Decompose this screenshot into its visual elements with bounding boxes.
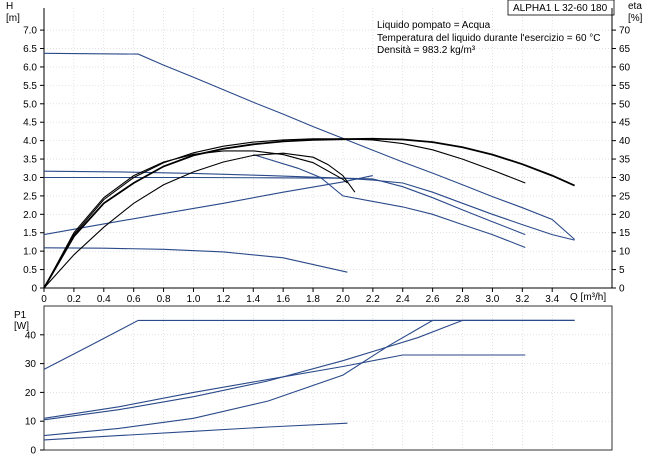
power-series (43, 319, 575, 441)
h-tick-label: 4.5 (23, 118, 37, 129)
eta-tick-label: 65 (619, 44, 631, 55)
q-tick-label: 2.2 (366, 294, 380, 305)
h-tick-label: 4.0 (23, 136, 37, 147)
q-tick-label: 1.2 (216, 294, 230, 305)
eta-tick-label: 20 (619, 210, 631, 221)
p1-axis-label: P1 (14, 310, 27, 321)
q-tick-label: 1.8 (306, 294, 320, 305)
eta-tick-label: 10 (619, 247, 631, 258)
qh-tick-labels: 0 0.2 0.4 0.6 0.8 1.0 1.2 1.4 1.6 1.8 2.0 2.2 2.4 2.6… (23, 26, 630, 305)
p1-tick-label: 30 (25, 359, 37, 370)
q-tick-label: 0.4 (97, 294, 111, 305)
eta-tick-label: 15 (619, 228, 631, 239)
eta-tick-label: 25 (619, 191, 631, 202)
q-tick-label: 3.2 (515, 294, 529, 305)
power-frame (43, 305, 613, 451)
h-tick-label: 5.5 (23, 81, 37, 92)
eta-tick-label: 40 (619, 136, 631, 147)
p1-tick-label: 0 (30, 446, 36, 457)
q-tick-label: 2.6 (426, 294, 440, 305)
qh-series-line-3 (44, 176, 526, 236)
eta-tick-label: 30 (619, 173, 631, 184)
q-tick-label: 2.4 (396, 294, 410, 305)
info-line-3: Densità = 983.2 kg/m³ (377, 45, 476, 56)
h-tick-label: 1.5 (23, 228, 37, 239)
info-line-1: Liquido pompato = Acqua (377, 20, 491, 31)
h-tick-label: 6.5 (23, 44, 37, 55)
power-tick-labels: 0 10 20 30 40 (25, 330, 44, 457)
power-series-line-4 (43, 319, 575, 437)
eta-tick-label: 55 (619, 81, 631, 92)
q-tick-label: 1.4 (246, 294, 260, 305)
model-badge-frame (507, 0, 615, 16)
eta-tick-label: 0 (619, 284, 625, 295)
qh-series-line-4 (43, 175, 373, 236)
h-tick-label: 3.0 (23, 173, 37, 184)
h-tick-label: 3.5 (23, 155, 37, 166)
h-tick-label: 0.5 (23, 265, 37, 276)
h-tick-label: 2.0 (23, 210, 37, 221)
h-axis-unit: [m] (6, 13, 20, 24)
q-tick-label: 1.0 (187, 294, 201, 305)
h-tick-label: 5.0 (23, 99, 37, 110)
power-chart: 0 10 20 30 40 P1 [W] (14, 305, 613, 457)
eta-axis-label: eta (628, 1, 642, 12)
p1-tick-label: 20 (25, 388, 37, 399)
qh-series-line-8 (43, 138, 526, 289)
h-tick-label: 6.0 (23, 62, 37, 73)
power-series-line-2 (43, 354, 526, 419)
power-series-line-1 (43, 319, 575, 370)
q-tick-label: 1.6 (276, 294, 290, 305)
q-tick-label: 0.2 (67, 294, 81, 305)
h-tick-label: 0 (31, 284, 37, 295)
q-tick-label: 0 (41, 294, 47, 305)
power-grid (44, 306, 612, 450)
q-tick-label: 0.8 (157, 294, 171, 305)
qh-series-line-6 (253, 154, 526, 249)
eta-tick-label: 35 (619, 155, 631, 166)
qh-series-line-2 (43, 170, 575, 241)
q-tick-label: 2.8 (456, 294, 470, 305)
qh-series-line-5 (43, 247, 348, 273)
h-tick-label: 1.0 (23, 247, 37, 258)
h-tick-label: 2.5 (23, 191, 37, 202)
eta-tick-label: 50 (619, 99, 631, 110)
qh-series-line-10 (43, 152, 356, 289)
q-axis-label: Q [m³/h] (570, 292, 606, 303)
eta-axis-unit: [%] (628, 13, 643, 24)
info-line-2: Temperatura del liquido durante l'eserci… (377, 33, 601, 44)
power-series-line-3 (43, 319, 575, 421)
qh-series-line-9 (43, 150, 348, 289)
power-series-line-5 (43, 422, 348, 441)
qh-series (43, 52, 575, 289)
q-tick-label: 3.4 (545, 294, 559, 305)
qh-series-line-7 (43, 137, 575, 289)
qh-chart: 0 0.2 0.4 0.6 0.8 1.0 1.2 1.4 1.6 1.8 2.0 2.2 2.4 2.6… (6, 0, 643, 305)
h-axis-label: H (6, 1, 13, 12)
q-tick-label: 3.0 (485, 294, 499, 305)
p1-tick-label: 40 (25, 330, 37, 341)
q-tick-label: 0.6 (127, 294, 141, 305)
p1-axis-unit: [W] (14, 321, 29, 332)
eta-tick-label: 60 (619, 62, 631, 73)
qh-grid (44, 8, 612, 288)
h-tick-label: 7.0 (23, 26, 37, 37)
eta-tick-label: 45 (619, 118, 631, 129)
eta-tick-label: 70 (619, 26, 631, 37)
model-badge: ALPHA1 L 32-60 180 (513, 3, 608, 14)
eta-tick-label: 5 (619, 265, 625, 276)
q-tick-label: 2.0 (336, 294, 350, 305)
p1-tick-label: 10 (25, 417, 37, 428)
